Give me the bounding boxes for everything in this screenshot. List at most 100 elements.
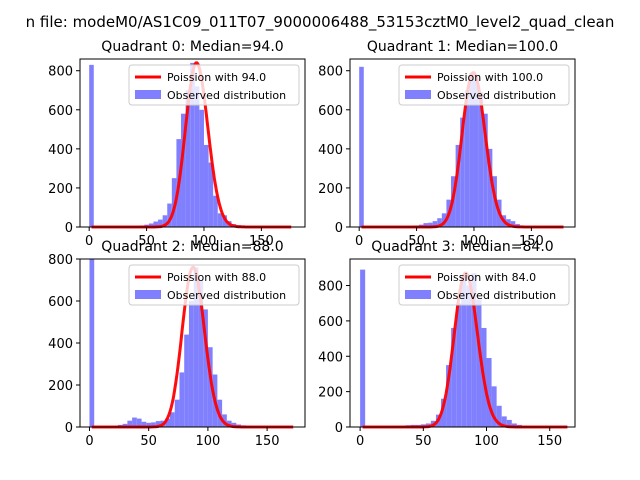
x-tick-label: 50 [408,234,425,249]
x-tick-label: 150 [537,434,562,449]
x-tick-label: 150 [255,434,280,449]
histogram-bar [188,301,194,427]
y-tick-label: 0 [65,221,73,236]
y-tick-label: 400 [318,350,343,365]
subplot-quadrant-2: Quadrant 2: Median=88.0 0 50 100 150 0 200 400 6… [48,239,306,449]
histogram-bar [151,422,156,427]
x-tick-label: 100 [474,434,499,449]
histogram-bar [423,223,429,227]
histogram-bar [132,417,137,427]
histogram-bar [483,113,488,227]
y-tick-label: 200 [318,182,343,197]
histogram-bar [141,421,147,427]
legend: Poission with 84.0 Observed distribution [398,264,570,306]
histogram-bar [486,358,492,427]
y-tick-label: 200 [48,182,73,197]
histogram-bar [456,303,462,427]
y-tick-label: 600 [48,104,73,119]
y-tick-label: 400 [48,143,73,158]
histogram-bar [478,92,484,227]
legend-observed-label: Observed distribution [167,89,286,102]
x-tick-label: 100 [195,434,220,449]
histogram-bar [506,419,512,427]
histogram-bar [487,148,493,227]
histogram-bar [136,418,142,427]
histogram-bar [185,90,191,227]
histogram-bar [476,299,482,427]
legend-poisson-label: Poission with 100.0 [437,71,543,84]
legend-observed-swatch [405,290,431,299]
histogram-bar [155,421,161,427]
y-tick-label: 0 [335,421,343,436]
histogram-bar [231,422,237,427]
legend: Poission with 100.0 Observed distribution [398,64,570,106]
histogram-bar [446,365,452,427]
histogram-bar [441,213,447,227]
histogram-bar [184,334,189,427]
x-tick-label: 0 [355,234,363,249]
subplot-grid: Quadrant 0: Median=94.0 0 50 100 150 0 200 400 6… [48,39,576,449]
histogram-bar [455,144,461,227]
histogram-bar [198,280,204,427]
y-tick-label: 400 [318,143,343,158]
x-tick-label: 0 [356,434,364,449]
y-tick-label: 400 [48,337,73,352]
x-tick-label: 0 [85,434,93,449]
subplot-title: Quadrant 1: Median=100.0 [367,39,558,55]
histogram-bar [153,221,159,227]
legend-poisson-label: Poission with 94.0 [167,71,266,84]
y-tick-label: 0 [65,421,73,436]
histogram-bar [213,195,218,227]
legend-observed-swatch [135,290,161,299]
histogram-bar-zero-bin [360,269,366,427]
histogram-bar [471,273,477,427]
subplot-quadrant-1: Quadrant 1: Median=100.0 0 50 100 150 0 200 400… [318,39,576,249]
legend-poisson-label: Poission with 88.0 [167,271,266,284]
legend-box [128,264,300,306]
x-tick-label: 0 [85,234,93,249]
subplot-title: Quadrant 0: Median=94.0 [101,39,283,55]
histogram-bar [122,423,128,427]
y-tick-label: 800 [318,65,343,80]
histogram-bar [496,405,502,427]
legend-box [398,64,570,106]
histogram-bar-zero-bin [89,259,95,427]
histogram-bar-zero-bin [359,66,364,227]
axes-frame [79,58,306,228]
histogram-bar [203,144,209,227]
histogram-bar [466,285,472,427]
histogram-bar-zero-bin [89,64,94,227]
y-tick-label: 800 [48,65,73,80]
histogram-bar [146,422,152,427]
axes-frame [349,58,576,228]
legend-observed-swatch [405,90,431,99]
histogram-bar [162,215,168,227]
histogram-bar [469,72,474,228]
histogram-bar [208,162,214,227]
histogram-bar [437,218,442,227]
histogram-bar [203,309,208,427]
legend-observed-swatch [135,90,161,99]
histogram-bar [432,221,438,227]
subplot-quadrant-3: Quadrant 3: Median=84.0 0 50 100 150 0 200 400 6… [318,239,576,449]
x-tick-label: 50 [138,234,155,249]
histogram-bar [179,372,185,427]
legend-box [128,64,300,106]
legend-box [398,264,570,306]
legend-observed-label: Observed distribution [437,89,556,102]
histogram-bar [190,62,195,227]
histogram-bar [148,223,154,227]
x-tick-label: 100 [192,234,217,249]
legend-observed-label: Observed distribution [167,289,286,302]
x-tick-label: 100 [462,234,487,249]
axes-frame [349,258,576,428]
y-tick-label: 600 [48,295,73,310]
histogram-bar [207,347,213,427]
legend: Poission with 94.0 Observed distribution [128,64,300,106]
y-tick-label: 800 [318,280,343,295]
subplot-title: Quadrant 3: Median=84.0 [371,239,553,255]
histogram-bar [511,423,517,427]
histogram-bar [428,222,433,227]
histogram-bar [158,219,163,227]
